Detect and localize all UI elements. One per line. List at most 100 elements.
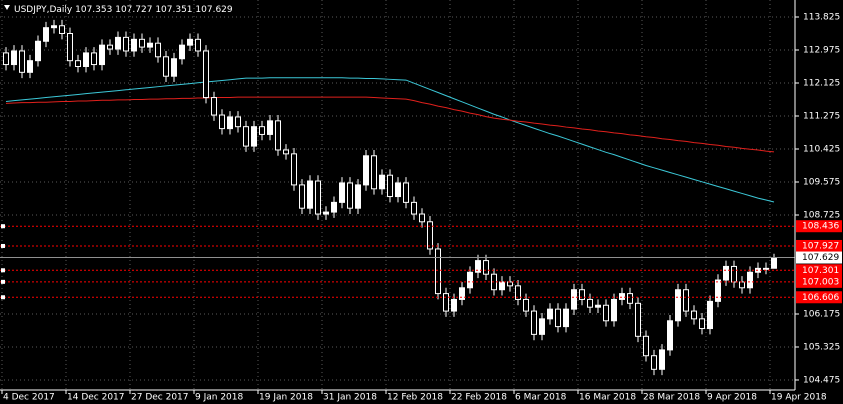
candle-body: [763, 267, 769, 270]
level-tag: [796, 220, 842, 233]
candle-body: [523, 298, 529, 312]
candle-body: [363, 155, 369, 186]
x-tick-label: 27 Dec 2017: [131, 393, 189, 403]
x-tick-label: 9 Apr 2018: [707, 393, 757, 403]
candle-body: [651, 355, 657, 370]
candle-body: [539, 318, 545, 335]
y-tick-label: 106.175: [803, 309, 840, 319]
candle-body: [27, 60, 33, 73]
candle-body: [595, 304, 601, 308]
candle-body: [555, 308, 561, 328]
candle-body: [435, 248, 441, 295]
candle-body: [563, 308, 569, 328]
candle-body: [379, 174, 385, 190]
candle-body: [131, 38, 137, 52]
level-label: 107.003: [802, 277, 839, 287]
candle-body: [51, 25, 57, 29]
candle-body: [707, 300, 713, 330]
x-tick-label: 9 Jan 2018: [195, 393, 243, 403]
candle-body: [43, 27, 49, 42]
candle-body: [179, 44, 185, 60]
candle-body: [331, 201, 337, 213]
candle-body: [3, 52, 9, 66]
candle-body: [619, 293, 625, 300]
moving-average: [5, 77, 775, 203]
candle-body: [187, 38, 193, 46]
candle-body: [579, 289, 585, 300]
candle-body: [267, 120, 273, 135]
candle-body: [659, 349, 665, 370]
level-handle: [1, 279, 5, 284]
candle-body: [483, 260, 489, 275]
candle-body: [299, 184, 305, 209]
low-value: 107.351: [155, 5, 192, 15]
x-tick-label: 19 Jan 2018: [259, 393, 313, 403]
candle-body: [195, 38, 201, 52]
candle-body: [219, 114, 225, 130]
candle-body: [635, 302, 641, 337]
candle-body: [451, 298, 457, 312]
level-tag: [796, 264, 842, 277]
candle-body: [35, 40, 41, 62]
candle-body: [443, 293, 449, 312]
candle-body: [699, 318, 705, 330]
candle-body: [675, 289, 681, 322]
candle-body: [715, 279, 721, 302]
candle-body: [403, 182, 409, 203]
candle-body: [603, 304, 609, 322]
candle-body: [371, 155, 377, 190]
y-tick-label: 110.425: [803, 144, 840, 154]
level-tag: [796, 291, 842, 304]
candle-body: [427, 221, 433, 250]
candle-body: [571, 289, 577, 310]
candle-body: [283, 149, 289, 155]
symbol: USDJPY,Daily: [14, 5, 73, 15]
candle-body: [291, 153, 297, 186]
candle-body: [475, 260, 481, 273]
candle-body: [107, 44, 113, 50]
candle-body: [315, 180, 321, 215]
candle-body: [99, 44, 105, 66]
level-label: 108.436: [802, 222, 839, 232]
level-handle: [1, 243, 5, 248]
candle-body: [587, 298, 593, 308]
level-handle: [1, 224, 5, 229]
candle-body: [667, 320, 673, 351]
candle-body: [683, 289, 689, 312]
x-tick-label: 28 Mar 2018: [643, 393, 700, 403]
price-label: 107.629: [802, 253, 839, 263]
chart-header: USDJPY,Daily 107.353 107.727 107.351 107…: [14, 5, 233, 15]
x-tick-label: 14 Dec 2017: [67, 393, 125, 403]
candle-body: [643, 335, 649, 357]
header-icon: [4, 5, 10, 10]
candle-body: [731, 265, 737, 283]
candle-body: [547, 308, 553, 320]
x-tick-label: 4 Dec 2017: [3, 393, 55, 403]
candle-body: [419, 213, 425, 223]
candle-body: [75, 60, 81, 68]
candle-body: [459, 287, 465, 300]
candle-body: [747, 271, 753, 289]
candle-body: [155, 42, 161, 58]
level-label: 106.606: [802, 293, 839, 303]
candle-body: [507, 281, 513, 287]
price-tag: [796, 251, 842, 264]
candle-body: [355, 184, 361, 209]
level-label: 107.927: [802, 241, 839, 251]
level-handle: [1, 268, 5, 273]
x-tick-label: 12 Feb 2018: [387, 393, 443, 403]
level-tag: [796, 239, 842, 252]
candle-body: [411, 201, 417, 215]
candle-body: [19, 50, 25, 73]
y-tick-label: 112.975: [803, 46, 840, 56]
y-tick-label: 104.475: [803, 375, 840, 385]
candle-body: [723, 265, 729, 281]
candle-body: [531, 310, 537, 335]
level-tag: [796, 275, 842, 288]
candle-body: [243, 126, 249, 147]
y-tick-label: 105.325: [803, 342, 840, 352]
candle-body: [323, 211, 329, 215]
plot: [0, 0, 795, 390]
y-tick-label: 108.725: [803, 210, 840, 220]
